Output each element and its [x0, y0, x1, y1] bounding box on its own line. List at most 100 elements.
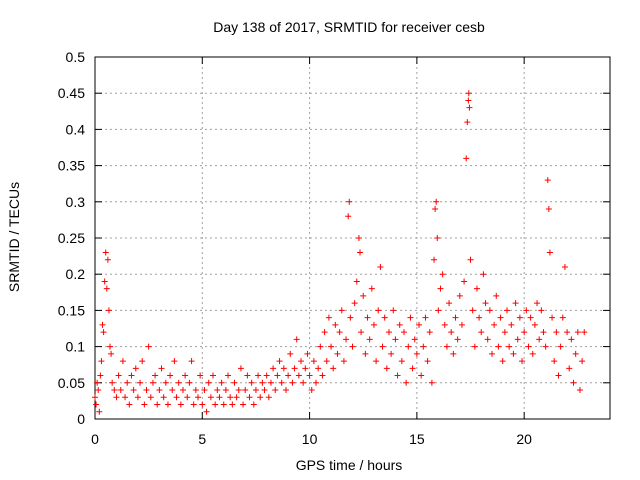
data-point	[536, 336, 543, 343]
data-point	[274, 372, 281, 379]
data-point	[186, 379, 193, 386]
data-point	[93, 401, 100, 408]
data-point	[366, 336, 373, 343]
data-point	[300, 379, 307, 386]
data-point	[443, 343, 450, 350]
data-point	[175, 379, 182, 386]
data-point	[504, 307, 510, 314]
data-point	[476, 314, 483, 321]
data-point	[346, 198, 353, 205]
data-point	[132, 365, 139, 372]
data-point	[227, 394, 234, 401]
data-point	[92, 394, 98, 401]
data-point	[147, 394, 154, 401]
grid-lines	[95, 57, 610, 419]
data-point	[488, 350, 495, 357]
data-point	[203, 408, 210, 415]
data-point	[394, 372, 401, 379]
data-point	[469, 307, 476, 314]
data-point	[107, 343, 114, 350]
data-point	[306, 372, 313, 379]
data-point	[433, 198, 440, 205]
data-point	[104, 256, 111, 263]
data-point	[323, 358, 330, 365]
data-point	[252, 387, 259, 394]
data-point	[458, 321, 465, 328]
data-point	[360, 292, 367, 299]
data-point	[285, 372, 292, 379]
data-point	[97, 372, 104, 379]
data-point	[439, 271, 446, 278]
data-point	[388, 350, 395, 357]
data-point	[579, 358, 586, 365]
data-point	[278, 379, 285, 386]
data-point	[199, 401, 206, 408]
y-tick-label: 0.15	[58, 302, 85, 318]
data-point	[173, 394, 180, 401]
data-point	[464, 119, 471, 126]
data-point	[248, 379, 255, 386]
data-point	[156, 387, 163, 394]
data-point	[240, 401, 247, 408]
data-point	[328, 343, 335, 350]
data-point	[407, 314, 414, 321]
data-point	[336, 329, 343, 336]
data-point	[207, 394, 214, 401]
y-tick-label: 0.05	[58, 375, 85, 391]
data-point	[437, 285, 444, 292]
data-point	[184, 394, 191, 401]
data-point	[521, 329, 528, 336]
data-point	[100, 329, 107, 336]
data-point	[214, 387, 221, 394]
data-point	[574, 329, 581, 336]
data-point	[229, 401, 236, 408]
x-axis-title: GPS time / hours	[296, 457, 403, 473]
data-point	[319, 372, 326, 379]
data-point	[396, 321, 403, 328]
data-point	[506, 343, 513, 350]
data-point	[105, 307, 112, 314]
data-point	[486, 307, 493, 314]
data-point	[128, 372, 135, 379]
data-point	[413, 350, 420, 357]
data-point	[379, 343, 386, 350]
data-point	[205, 379, 212, 386]
data-point	[570, 379, 577, 386]
data-point	[549, 314, 556, 321]
data-point	[514, 336, 521, 343]
data-point	[349, 343, 356, 350]
data-point	[143, 387, 150, 394]
data-point	[332, 321, 339, 328]
data-point	[218, 379, 225, 386]
data-point	[289, 379, 296, 386]
data-point	[403, 379, 410, 386]
data-point	[478, 329, 485, 336]
data-point	[501, 329, 508, 336]
data-point	[512, 300, 519, 307]
data-point	[482, 300, 489, 307]
data-point	[272, 387, 279, 394]
data-point	[169, 387, 176, 394]
y-tick-label: 0.4	[66, 121, 86, 137]
data-point	[117, 387, 124, 394]
data-point	[244, 372, 251, 379]
data-point	[432, 206, 439, 213]
data-point	[280, 365, 287, 372]
data-point	[555, 372, 562, 379]
data-point	[540, 329, 547, 336]
data-point	[538, 307, 545, 314]
data-point	[96, 408, 103, 415]
data-point	[461, 278, 468, 285]
data-point	[282, 387, 289, 394]
data-point	[94, 379, 101, 386]
data-point	[465, 90, 472, 97]
data-point	[270, 365, 277, 372]
data-point	[242, 387, 249, 394]
data-point	[212, 401, 219, 408]
data-point	[210, 372, 217, 379]
data-point	[418, 372, 425, 379]
y-tick-label: 0.1	[66, 339, 86, 355]
data-point	[568, 336, 575, 343]
data-point	[313, 379, 320, 386]
data-point	[345, 213, 352, 220]
